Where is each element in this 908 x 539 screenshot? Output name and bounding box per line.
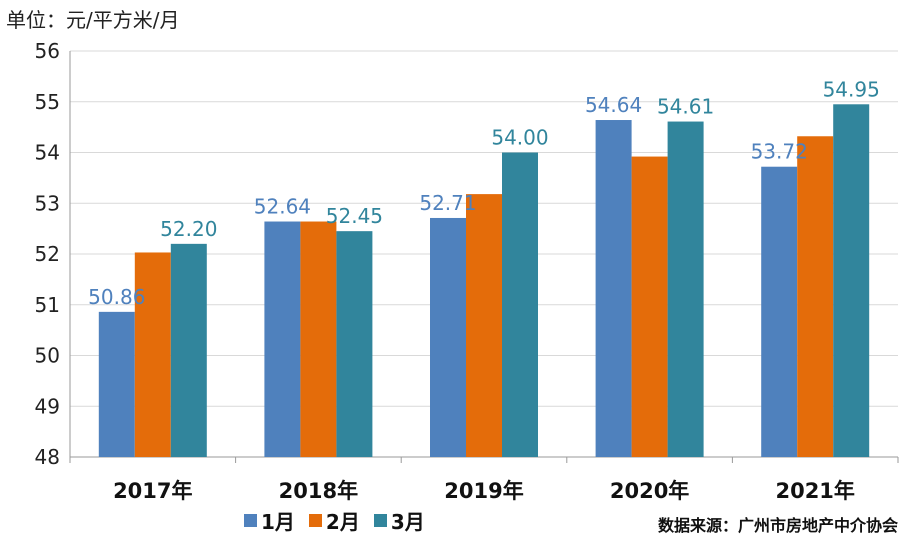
- bar: [502, 152, 538, 457]
- legend-swatch-1: [244, 514, 257, 527]
- bar: [264, 221, 301, 457]
- bar: [833, 104, 870, 457]
- legend-item-2: 2月: [308, 506, 360, 535]
- legend: 1月 2月 3月: [244, 506, 439, 535]
- bar: [667, 121, 704, 457]
- data-label: 54.00: [491, 126, 548, 150]
- x-tick-label: 2017年: [113, 479, 192, 503]
- unit-label: 单位：元/平方米/月: [6, 8, 180, 32]
- y-tick-label: 51: [35, 293, 60, 317]
- bar: [336, 231, 373, 457]
- bars: [98, 104, 870, 458]
- x-tick-label: 2019年: [444, 479, 523, 503]
- bar: [430, 217, 466, 457]
- bar: [170, 243, 207, 457]
- y-tick-label: 52: [35, 242, 60, 266]
- data-label: 54.64: [585, 93, 642, 117]
- bar: [300, 221, 337, 457]
- x-axis: 2017年 2018年 2019年 2020年 2021年: [69, 457, 899, 503]
- data-label: 54.95: [823, 77, 880, 101]
- bar: [134, 252, 171, 457]
- y-tick-label: 50: [35, 344, 60, 368]
- legend-label-1: 1月: [261, 510, 295, 534]
- legend-item-1: 1月: [244, 506, 295, 535]
- x-tick-label: 2018年: [279, 479, 358, 503]
- data-label: 50.86: [88, 285, 145, 309]
- data-label: 54.61: [657, 95, 714, 119]
- y-tick-label: 49: [35, 394, 60, 418]
- data-source: 数据来源：广州市房地产中介协会: [657, 516, 898, 535]
- legend-item-3: 3月: [373, 506, 425, 535]
- legend-swatch-3: [373, 514, 387, 527]
- legend-label-3: 3月: [390, 510, 425, 534]
- y-axis: 48 49 50 51 52 53 54 55 56: [35, 39, 71, 469]
- data-label: 52.20: [160, 217, 217, 241]
- y-tick-label: 55: [35, 90, 60, 114]
- bar: [595, 120, 632, 458]
- y-tick-label: 48: [35, 445, 60, 469]
- legend-swatch-2: [308, 514, 322, 527]
- data-label: 52.64: [254, 195, 311, 219]
- data-label: 52.45: [326, 204, 383, 228]
- bar: [797, 136, 834, 457]
- x-tick-label: 2021年: [775, 479, 854, 503]
- y-tick-label: 56: [35, 39, 60, 63]
- data-labels: 50.86 52.20 52.64 52.45 52.71 54.00 54.64 54.61…: [88, 77, 880, 309]
- x-tick-label: 2020年: [610, 479, 689, 503]
- bar: [466, 194, 502, 458]
- y-tick-label: 54: [35, 141, 60, 165]
- legend-label-2: 2月: [325, 510, 360, 534]
- bar: [98, 311, 135, 457]
- bar: [761, 166, 798, 457]
- data-label: 52.71: [419, 191, 476, 215]
- data-label: 53.72: [751, 140, 808, 164]
- y-tick-label: 53: [35, 191, 60, 215]
- bar: [631, 156, 668, 457]
